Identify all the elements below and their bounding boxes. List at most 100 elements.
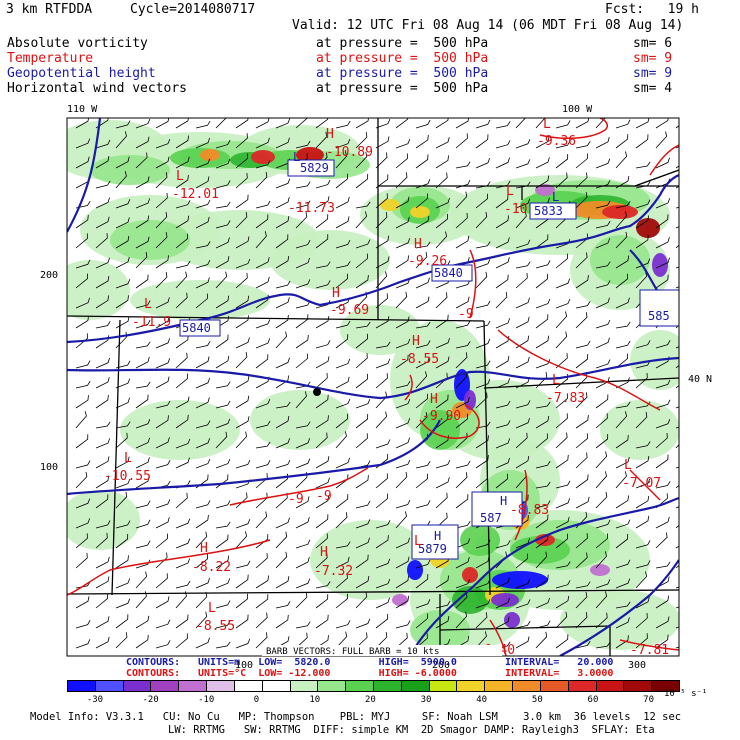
- temp-label: -12.01: [172, 187, 219, 202]
- colorbar-swatch: [122, 680, 152, 692]
- colorbar-swatch: [206, 680, 235, 692]
- temperature-contours: [67, 118, 679, 656]
- model-info-line: Model Info: V3.3.1 CU: No Cu MP: Thompso…: [30, 711, 682, 723]
- height-extremum: L: [293, 150, 300, 164]
- map-field: 5829 5833 5840 5840 585 5879 587 L L H H…: [67, 118, 679, 658]
- temp-label: -10: [504, 202, 527, 217]
- temp-label: -8.55: [400, 352, 439, 367]
- temp-label: -10.55: [104, 469, 151, 484]
- colorbar-swatch: [512, 680, 541, 692]
- colorbar-swatch: [345, 680, 374, 692]
- field-name: Horizontal wind vectors: [7, 81, 188, 96]
- temp-extremum: H: [320, 545, 328, 560]
- temp-label: -9: [288, 492, 304, 507]
- temp-contour-label: CONTOURS:: [126, 668, 181, 679]
- height-extremum: H: [434, 529, 441, 543]
- temp-label: -9.69: [330, 303, 369, 318]
- vector-label: BARB VECTORS: FULL BARB = 10 kts: [266, 647, 439, 657]
- colorbar-swatch: [456, 680, 486, 692]
- colorbar-swatch: [178, 680, 208, 692]
- temp-label: -7.07: [622, 476, 661, 491]
- height-label: 5829: [300, 161, 329, 175]
- temp-label: -11.9: [132, 315, 171, 330]
- colorbar-tick-label: 50: [531, 695, 543, 705]
- temp-label: -8.83: [510, 503, 549, 518]
- temp-extremum: L: [144, 297, 152, 312]
- height-extremum: L: [552, 190, 559, 204]
- colorbar-swatch: [233, 680, 263, 692]
- colorbar-swatch: [261, 680, 291, 692]
- height-label: 585: [648, 309, 670, 323]
- temp-extremum: H: [332, 286, 340, 301]
- temp-label: -9: [316, 489, 332, 504]
- field-smoothing: sm= 4: [633, 81, 673, 96]
- model-title: 3 km RTFDDA: [6, 2, 93, 17]
- state-boundaries: [67, 118, 679, 656]
- colorbar-tick-label: 70: [643, 695, 655, 705]
- temp-extremum: L: [124, 451, 132, 466]
- colorbar-swatch: [539, 680, 569, 692]
- temp-extremum: L: [624, 458, 632, 473]
- temp-contour-info: UNITS=°C LOW= -12.000 HIGH= -6.0000 INTE…: [198, 668, 614, 679]
- temp-label: -8.22: [192, 560, 231, 575]
- temp-extremum: L: [208, 601, 216, 616]
- cycle-label: Cycle=2014080717: [130, 2, 256, 17]
- temp-label: -9.90: [422, 409, 461, 424]
- temp-label: -7.81: [630, 643, 669, 658]
- temp-extremum: H: [412, 334, 420, 349]
- lat-label: 40 N: [688, 374, 712, 385]
- vector-label-box: [262, 645, 502, 656]
- map-axis-labels: 110 W 100 W 40 N 200 100 100 200 300: [40, 104, 712, 671]
- colorbar-swatch: [317, 680, 347, 692]
- lon-label: 110 W: [67, 104, 98, 115]
- physics-info-line: LW: RRTMG SW: RRTMG DIFF: simple KM 2D S…: [168, 724, 655, 736]
- height-label: 5833: [534, 204, 563, 218]
- field-name: Absolute vorticity: [7, 36, 148, 51]
- temp-extremum: L: [506, 184, 514, 199]
- colorbar-tick-label: -20: [142, 695, 159, 705]
- height-labels: 5829 5833 5840 5840 585 5879 587 L L H H: [179, 150, 679, 560]
- temp-label: -9.26: [408, 254, 447, 269]
- colorbar-swatch: [567, 680, 597, 692]
- lon-label: 100 W: [562, 104, 593, 115]
- temp-label: -7.83: [546, 391, 585, 406]
- height-label: 5840: [434, 266, 463, 280]
- temperature-extrema: L H L L H H L H L H L H H L L L: [124, 118, 632, 616]
- colorbar-tick-label: 0: [253, 695, 260, 705]
- height-contours: [67, 118, 679, 656]
- temp-label: -9: [458, 307, 474, 322]
- field-level: at pressure = 500 hPa: [316, 66, 489, 81]
- height-extremum: H: [500, 494, 507, 508]
- temp-label: -9.36: [537, 134, 576, 149]
- field-level: at pressure = 500 hPa: [316, 81, 489, 96]
- colorbar-tick-label: 30: [420, 695, 432, 705]
- temp-extremum: H: [200, 541, 208, 556]
- field-smoothing: sm= 9: [633, 51, 673, 66]
- temp-label: -10.89: [326, 145, 373, 160]
- height-label: 587: [480, 511, 502, 525]
- field-smoothing: sm= 6: [633, 36, 673, 51]
- colorbar-swatch: [484, 680, 514, 692]
- colorbar-tick-label: 60: [587, 695, 599, 705]
- colorbar-tick-label: -10: [198, 695, 215, 705]
- temp-extremum: H: [430, 392, 438, 407]
- temp-extremum: H: [414, 237, 422, 252]
- temp-extremum: L: [552, 373, 560, 388]
- temp-extremum: L: [414, 534, 422, 549]
- colorbar-swatch: [373, 680, 402, 692]
- colorbar-tick-label: 10: [309, 695, 321, 705]
- temp-extremum: L: [176, 169, 184, 184]
- y-tick: 100: [40, 462, 58, 473]
- colorbar-swatch: [94, 680, 124, 692]
- x-tick: 100: [235, 660, 253, 671]
- field-name: Geopotential height: [7, 66, 156, 81]
- x-tick: 200: [432, 660, 450, 671]
- temp-label: -11.73: [288, 201, 335, 216]
- height-label: 5840: [182, 321, 211, 335]
- temp-label: -7.32: [314, 564, 353, 579]
- colorbar-tick-label: 40: [476, 695, 488, 705]
- colorbar-units: 10⁻⁵ s⁻¹: [664, 689, 708, 699]
- field-level: at pressure = 500 hPa: [316, 36, 489, 51]
- station-dot: [313, 388, 321, 396]
